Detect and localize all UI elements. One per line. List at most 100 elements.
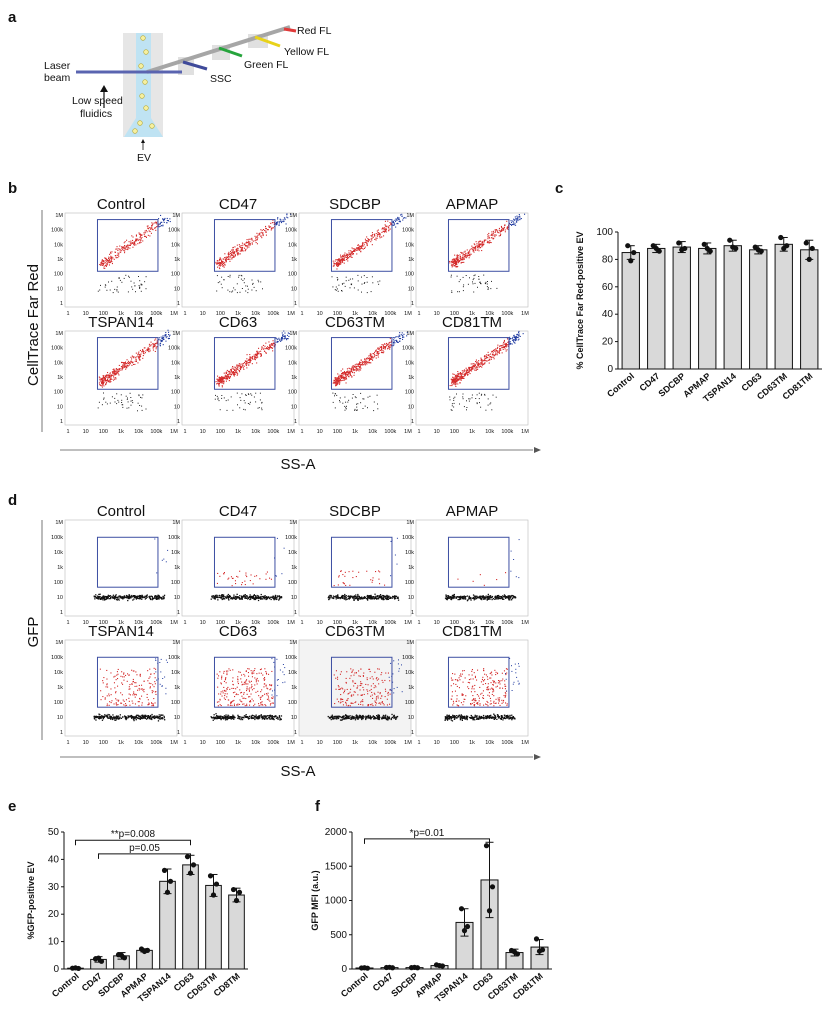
event-dot: [230, 370, 232, 372]
sample-title: APMAP: [446, 196, 499, 213]
event-dot: [225, 371, 227, 373]
event-dot: [220, 259, 222, 261]
event-dot: [132, 595, 134, 597]
event-dot: [128, 275, 129, 277]
event-dot: [343, 371, 345, 373]
event-dot: [107, 596, 109, 598]
event-dot: [389, 222, 391, 224]
event-dot: [142, 355, 144, 357]
x-tick-label: 100: [99, 429, 108, 435]
event-dot: [161, 221, 163, 223]
event-dot: [113, 373, 115, 375]
event-dot: [382, 594, 384, 597]
event-dot: [338, 258, 340, 260]
event-dot: [232, 252, 234, 254]
event-dot: [137, 714, 139, 716]
event-dot: [155, 597, 157, 599]
event-dot: [391, 597, 393, 599]
event-dot: [135, 352, 137, 354]
y-tick-label: 100: [171, 272, 180, 278]
event-dot: [115, 256, 117, 258]
event-dot: [240, 274, 242, 276]
event-dot: [512, 223, 514, 225]
event-dot: [223, 383, 225, 385]
event-dot: [367, 238, 369, 240]
event-dot: [225, 376, 227, 378]
event-dot: [466, 409, 467, 411]
event-dot: [381, 228, 383, 230]
event-dot: [455, 381, 457, 383]
event-dot: [252, 355, 254, 357]
event-dot: [279, 598, 281, 600]
event-dot: [392, 221, 394, 223]
event-dot: [238, 274, 240, 276]
event-dot: [262, 233, 264, 235]
event-dot: [270, 578, 272, 580]
event-dot: [138, 351, 140, 353]
event-dot: [111, 251, 113, 253]
event-dot: [141, 397, 143, 399]
event-dot: [455, 597, 457, 599]
event-dot: [231, 372, 233, 374]
event-dot: [466, 370, 468, 372]
event-dot: [344, 595, 346, 597]
event-dot: [132, 680, 134, 682]
event-dot: [473, 365, 475, 367]
event-dot: [139, 235, 141, 237]
event-dot: [106, 261, 108, 263]
event-dot: [259, 232, 261, 234]
event-dot: [451, 594, 454, 597]
event-dot: [257, 234, 259, 236]
event-dot: [449, 596, 452, 599]
event-dot: [455, 379, 457, 381]
event-dot: [164, 719, 166, 721]
event-dot: [127, 365, 129, 367]
event-dot: [459, 378, 461, 380]
event-dot: [110, 261, 112, 263]
event-dot: [458, 373, 460, 375]
event-dot: [129, 715, 131, 717]
event-dot: [142, 715, 144, 717]
event-dot: [342, 595, 344, 597]
optical-path: [146, 25, 291, 74]
event-dot: [259, 578, 261, 580]
event-dot: [359, 362, 361, 364]
event-dot: [143, 691, 145, 693]
y-tick-label: 100: [288, 272, 297, 278]
event-dot: [382, 349, 384, 351]
event-dot: [263, 596, 265, 598]
event-dot: [101, 377, 103, 379]
flow-stream: [136, 33, 151, 137]
event-dot: [495, 350, 497, 352]
event-dot: [270, 347, 272, 349]
event-dot: [128, 700, 130, 702]
x-tick-label: 1: [183, 429, 186, 435]
event-dot: [266, 347, 268, 349]
x-tick-label: 10k: [134, 620, 143, 626]
event-dot: [142, 352, 144, 354]
event-dot: [243, 365, 245, 367]
event-dot: [262, 235, 264, 237]
event-dot: [483, 598, 485, 600]
event-dot: [252, 583, 254, 585]
event-dot: [457, 374, 459, 376]
event-dot: [126, 359, 128, 361]
event-dot: [336, 596, 338, 599]
event-dot: [115, 369, 117, 371]
event-dot: [165, 335, 167, 337]
event-dot: [514, 339, 516, 341]
event-dot: [387, 598, 390, 600]
event-dot: [134, 360, 136, 362]
event-dot: [151, 222, 153, 224]
event-dot: [246, 364, 248, 366]
event-dot: [153, 345, 155, 347]
event-dot: [244, 362, 246, 364]
event-dot: [279, 338, 281, 340]
event-dot: [265, 348, 267, 350]
event-dot: [122, 406, 124, 408]
event-dot: [135, 359, 137, 361]
event-dot: [258, 233, 260, 235]
event-dot: [267, 229, 269, 231]
event-dots: [331, 213, 407, 294]
event-dot: [450, 596, 453, 598]
